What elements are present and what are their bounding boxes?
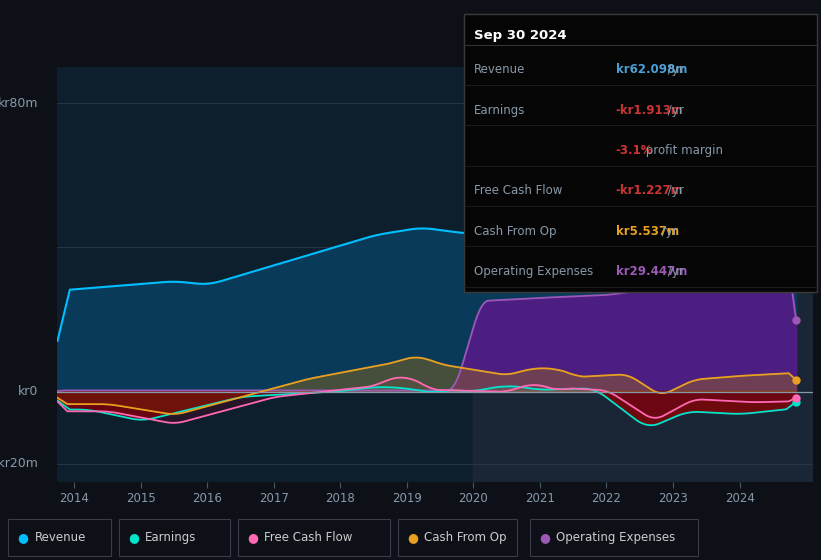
Text: kr5.537m: kr5.537m	[616, 225, 679, 237]
Text: Earnings: Earnings	[474, 104, 525, 116]
Text: kr62.098m: kr62.098m	[616, 63, 687, 76]
Text: Sep 30 2024: Sep 30 2024	[474, 29, 566, 42]
Text: -kr1.227m: -kr1.227m	[616, 184, 684, 197]
Text: /yr: /yr	[664, 104, 684, 116]
Text: Free Cash Flow: Free Cash Flow	[264, 531, 353, 544]
Text: Operating Expenses: Operating Expenses	[474, 265, 593, 278]
Text: Free Cash Flow: Free Cash Flow	[474, 184, 562, 197]
Text: kr80m: kr80m	[0, 97, 39, 110]
Text: ●: ●	[128, 531, 140, 544]
Text: -kr1.913m: -kr1.913m	[616, 104, 684, 116]
Text: /yr: /yr	[664, 63, 684, 76]
Text: Cash From Op: Cash From Op	[424, 531, 507, 544]
Text: ●: ●	[539, 531, 550, 544]
Text: Cash From Op: Cash From Op	[474, 225, 556, 237]
Text: kr29.447m: kr29.447m	[616, 265, 687, 278]
Text: Revenue: Revenue	[474, 63, 525, 76]
Text: Operating Expenses: Operating Expenses	[556, 531, 675, 544]
Text: /yr: /yr	[664, 184, 684, 197]
Text: /yr: /yr	[658, 225, 678, 237]
Text: kr0: kr0	[18, 385, 39, 398]
Bar	[474, 67, 819, 482]
Text: /yr: /yr	[664, 265, 684, 278]
Text: Revenue: Revenue	[34, 531, 86, 544]
Text: ●: ●	[407, 531, 419, 544]
Text: ●: ●	[247, 531, 259, 544]
Text: Earnings: Earnings	[145, 531, 197, 544]
Text: profit margin: profit margin	[643, 144, 723, 157]
Text: -3.1%: -3.1%	[616, 144, 654, 157]
Text: -kr20m: -kr20m	[0, 457, 39, 470]
Text: ●: ●	[17, 531, 29, 544]
